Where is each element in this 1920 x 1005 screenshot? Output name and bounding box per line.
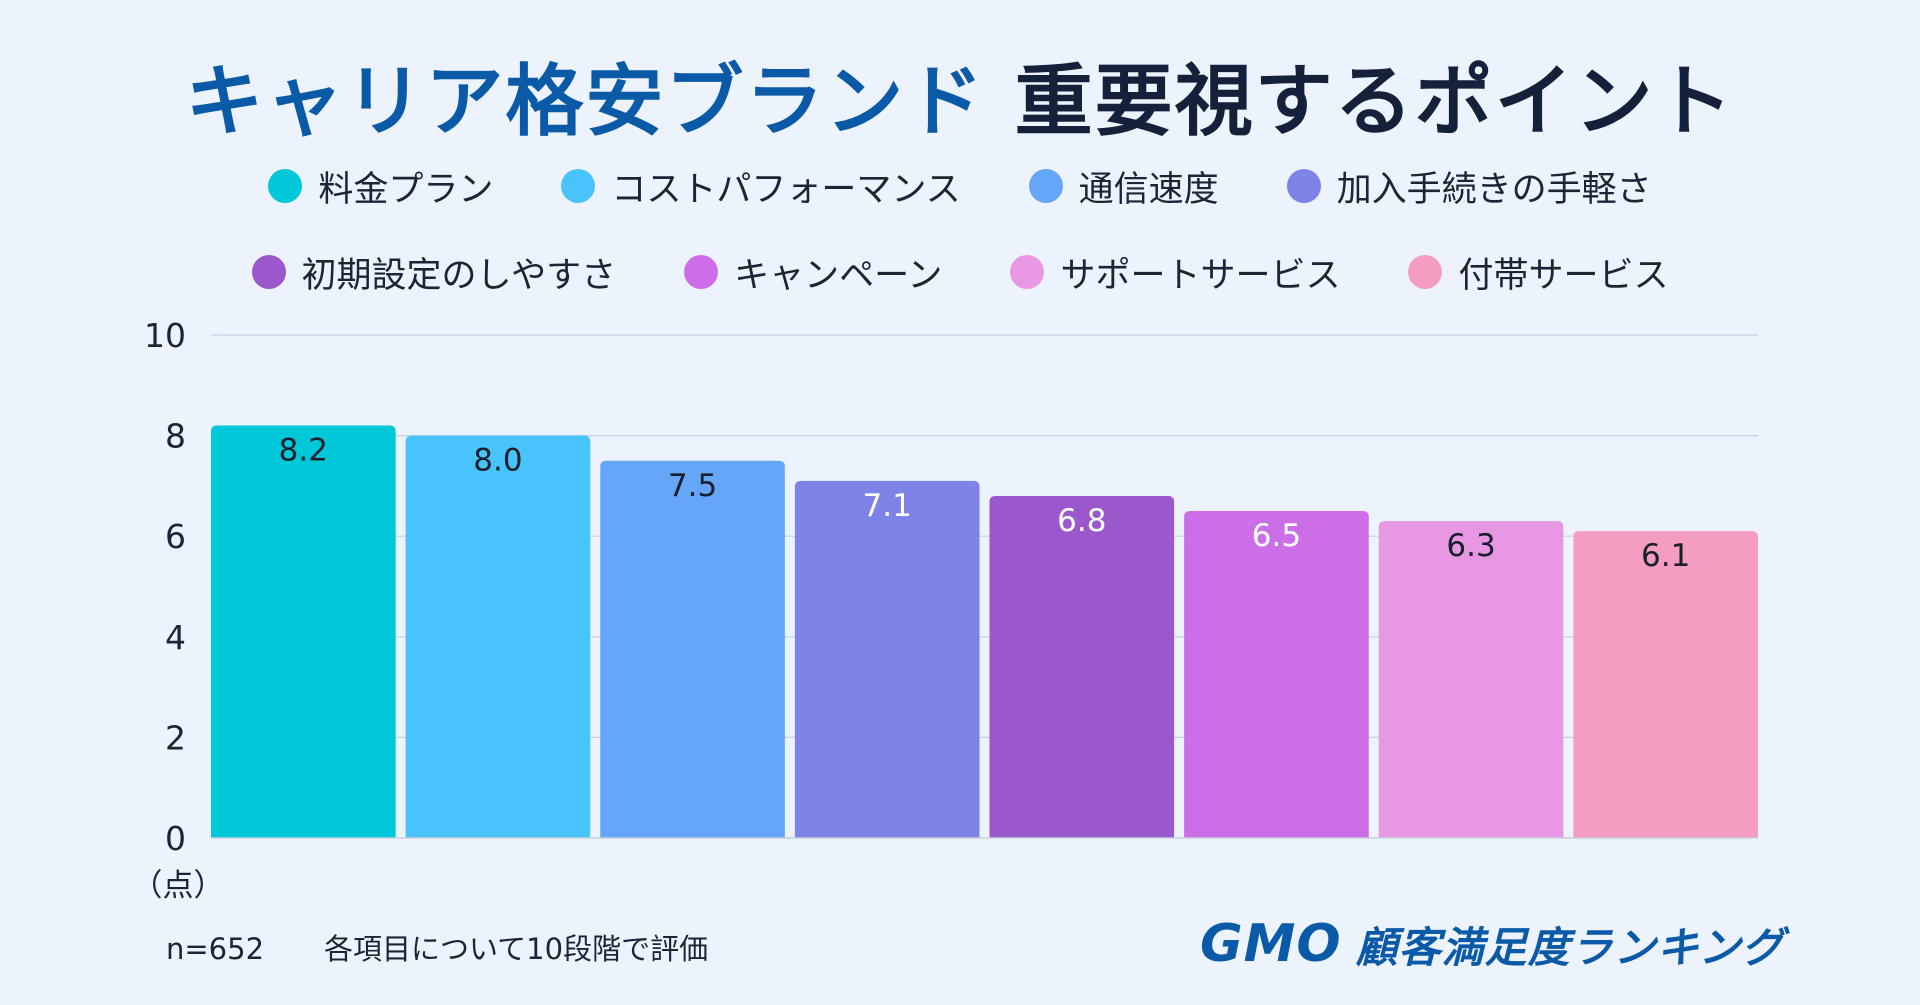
title-part-2: 重要視するポイント [1014, 57, 1735, 147]
legend-item: 料金プラン [268, 161, 493, 212]
y-tick-label: 4 [165, 618, 186, 657]
bar-value-label: 7.5 [668, 468, 717, 504]
legend-label: コストパフォーマンス [611, 169, 961, 210]
legend-label: 加入手続きの手軽さ [1336, 169, 1652, 210]
y-tick-label: 8 [165, 417, 186, 456]
legend-item: コストパフォーマンス [561, 161, 961, 212]
bar-1 [211, 425, 396, 838]
bar-2 [405, 435, 591, 838]
gmo-ranking-logo: GMO 顧客満足度ランキング [1200, 912, 1784, 976]
footnote-note: 各項目について10段階で評価 [324, 932, 709, 966]
legend-item: 付帯サービス [1408, 247, 1668, 298]
logo-brand: GMO [1200, 914, 1342, 974]
bar-5 [989, 495, 1175, 838]
bar-value-label: 8.0 [473, 443, 522, 479]
y-tick-label: 0 [165, 819, 186, 858]
legend-item: 加入手続きの手軽さ [1286, 161, 1652, 212]
legend-item: 初期設定のしやすさ [251, 247, 617, 298]
bar-8 [1573, 531, 1758, 838]
legend-swatch [1028, 169, 1063, 203]
chart-title: キャリア格安ブランド 重要視するポイント [0, 52, 1920, 152]
bar-4 [794, 480, 980, 838]
sample-size: n=652 [166, 932, 265, 966]
legend-label: 料金プラン [318, 169, 494, 210]
legend-item: 通信速度 [1028, 161, 1219, 212]
legend-swatch [1286, 169, 1321, 203]
legend-item: サポートサービス [1010, 247, 1340, 298]
y-tick-label: 6 [165, 517, 186, 556]
legend-label: キャンペーン [734, 255, 943, 296]
legend-swatch [268, 169, 303, 203]
legend-label: 通信速度 [1078, 169, 1219, 210]
legend-label: 付帯サービス [1458, 255, 1669, 296]
legend-swatch [1408, 255, 1443, 289]
bar-value-label: 8.2 [279, 433, 328, 469]
legend-swatch [561, 169, 596, 203]
bar-value-label: 6.5 [1252, 518, 1301, 554]
y-tick-label: 2 [165, 718, 186, 757]
bar-value-label: 6.1 [1641, 538, 1690, 574]
legend-item: キャンペーン [684, 247, 942, 298]
bar-6 [1184, 511, 1369, 838]
legend-label: サポートサービス [1060, 255, 1341, 296]
y-unit-label: （点） [132, 868, 225, 904]
legend-row-2: 初期設定のしやすさ キャンペーン サポートサービス 付帯サービス [0, 246, 1920, 298]
title-part-1: キャリア格安ブランド [185, 57, 986, 147]
bar-value-label: 6.8 [1057, 503, 1106, 539]
bar-3 [600, 460, 785, 838]
legend-swatch [684, 255, 719, 289]
legend-label: 初期設定のしやすさ [301, 255, 617, 296]
legend-row-1: 料金プラン コストパフォーマンス 通信速度 加入手続きの手軽さ [0, 160, 1920, 212]
legend-swatch [1010, 255, 1045, 289]
y-tick-label: 10 [144, 316, 186, 355]
bar-7 [1378, 521, 1564, 838]
bar-value-label: 6.3 [1446, 528, 1495, 564]
bar-value-label: 7.1 [863, 488, 912, 524]
footnote: n=652 各項目について10段階で評価 [166, 926, 708, 968]
legend-swatch [251, 255, 286, 289]
logo-text: 顧客満足度ランキング [1355, 922, 1785, 972]
